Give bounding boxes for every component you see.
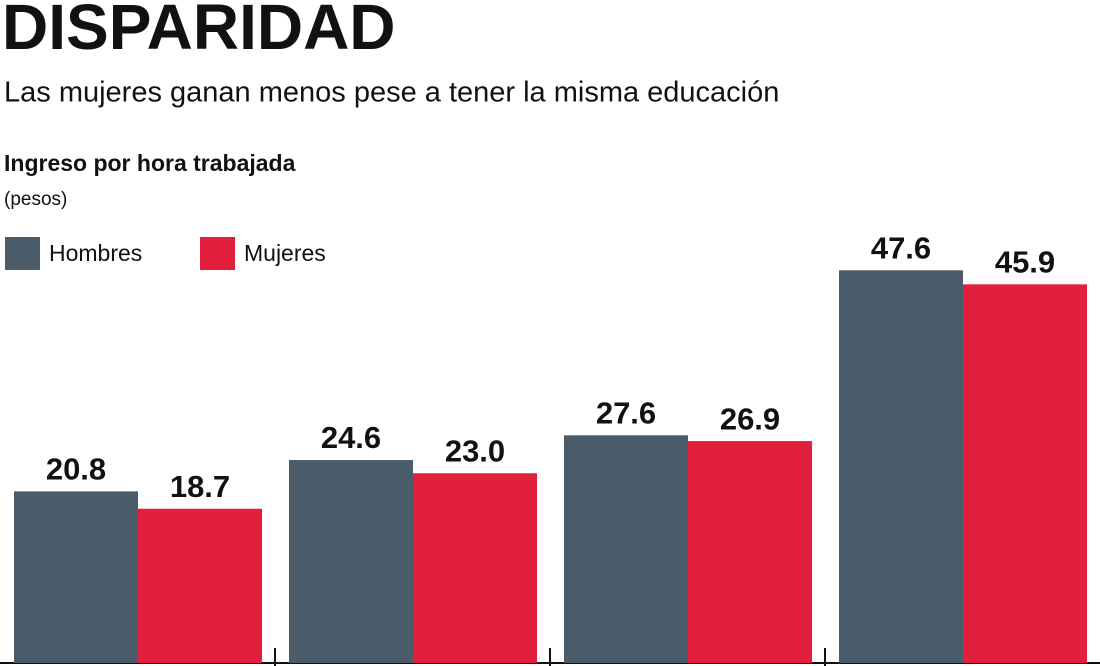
- value-label: 45.9: [995, 245, 1055, 280]
- value-label: 20.8: [46, 452, 106, 487]
- bar: [963, 284, 1087, 663]
- axis-title: Ingreso por hora trabajada: [4, 150, 296, 176]
- bar: [289, 460, 413, 663]
- chart-title: DISPARIDAD: [2, 0, 396, 63]
- bar: [14, 491, 138, 663]
- legend-swatch: [5, 237, 40, 270]
- bar: [138, 508, 262, 663]
- value-label: 18.7: [170, 469, 230, 504]
- bar: [413, 473, 537, 663]
- value-label: 27.6: [596, 395, 656, 430]
- value-label: 23.0: [445, 433, 505, 468]
- axis-unit: (pesos): [4, 189, 67, 210]
- value-label: 26.9: [720, 401, 780, 436]
- legend-label: Mujeres: [244, 240, 326, 266]
- legend-label: Hombres: [49, 240, 142, 266]
- value-label: 24.6: [321, 420, 381, 455]
- bar: [839, 270, 963, 663]
- bar: [688, 441, 812, 663]
- bar: [564, 435, 688, 663]
- chart-subtitle: Las mujeres ganan menos pese a tener la …: [4, 77, 779, 109]
- value-label: 47.6: [871, 230, 931, 265]
- legend-swatch: [200, 237, 235, 270]
